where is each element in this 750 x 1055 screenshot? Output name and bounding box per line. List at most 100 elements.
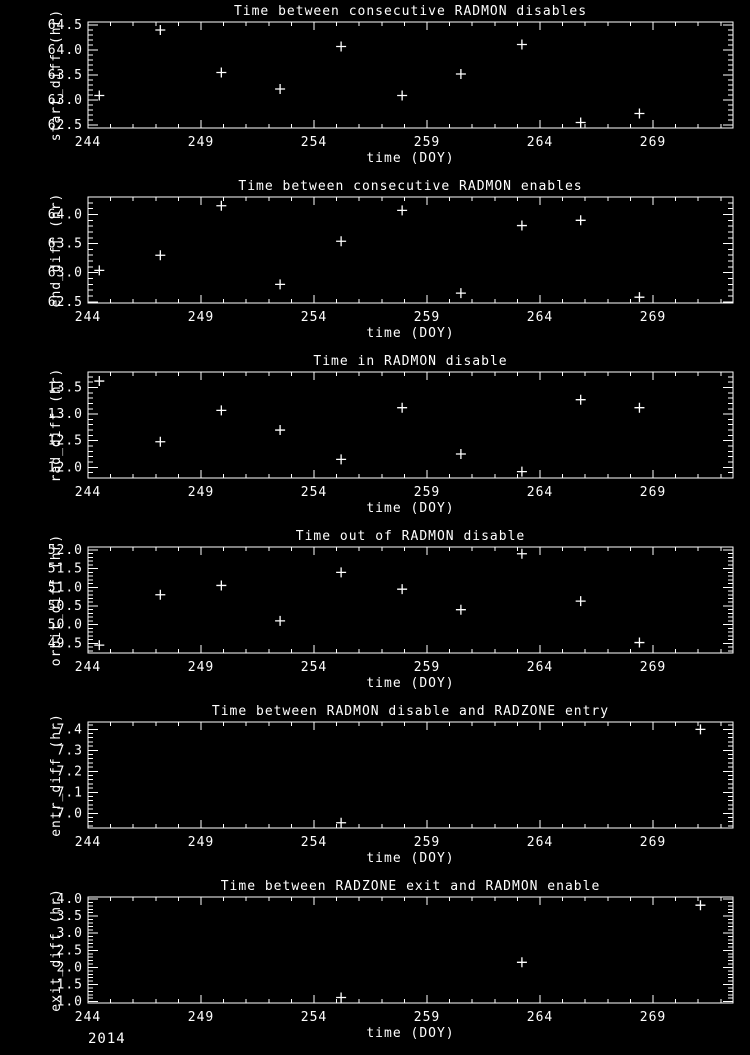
x-axis-label: time (DOY): [366, 1026, 454, 1041]
data-point-marker: [155, 250, 166, 261]
x-ticks: [87, 197, 722, 303]
x-tick-label: 264: [527, 485, 553, 500]
data-point-marker: [155, 25, 166, 35]
data-point-marker: [575, 215, 586, 226]
x-tick-label: 249: [188, 310, 214, 325]
data-point-marker: [94, 265, 105, 276]
data-point-marker: [397, 205, 408, 216]
y-ticks: [88, 724, 733, 827]
data-point-marker: [516, 39, 527, 50]
data-point-marker: [455, 288, 466, 299]
y-tick-label: 7.3: [57, 743, 83, 758]
data-point-marker: [516, 466, 527, 477]
y-tick-label: 63.0: [48, 266, 83, 281]
data-points: [94, 25, 645, 128]
y-tick-label: 64.0: [48, 43, 83, 58]
data-point-marker: [455, 449, 466, 460]
year-label: 2014: [88, 1031, 126, 1047]
panel-2: 244 249 254 259 264 269 62.5 63.0 63.5 64.0 Time b…: [48, 179, 734, 341]
y-axis-label: entr_diff (hr): [49, 713, 64, 837]
plot-frame: [87, 196, 734, 304]
panel-6: 244 249 254 259 264 269 1.0 1.5 2.0 2.5 3.0 3.5 4.0 T…: [49, 879, 734, 1041]
x-axis-label: time (DOY): [366, 851, 454, 866]
y-tick-label: 49.5: [48, 636, 83, 651]
data-point-marker: [516, 957, 527, 968]
x-ticks: [87, 547, 722, 653]
x-axis-label: time (DOY): [366, 676, 454, 691]
y-tick-label: 2.5: [57, 943, 83, 958]
data-points: [336, 900, 706, 1003]
data-point-marker: [397, 90, 408, 101]
x-tick-label: 244: [75, 1010, 101, 1025]
x-tick-label: 269: [640, 660, 666, 675]
data-points: [94, 200, 645, 303]
y-axis-label: start_diff (hr): [49, 9, 64, 141]
data-point-marker: [336, 41, 347, 52]
x-tick-label: 269: [640, 1010, 666, 1025]
x-tick-label: 259: [414, 1010, 440, 1025]
y-tick-label: 7.2: [57, 764, 83, 779]
data-point-marker: [216, 580, 227, 591]
plot-title: Time in RADMON disable: [313, 354, 507, 369]
plot-title: Time between RADMON disable and RADZONE …: [212, 704, 609, 719]
data-points: [336, 724, 706, 828]
data-point-marker: [336, 236, 347, 247]
x-tick-label: 254: [301, 485, 327, 500]
data-points: [94, 376, 645, 477]
data-point-marker: [336, 567, 347, 578]
data-point-marker: [216, 200, 227, 211]
y-ticks: [88, 549, 733, 652]
y-tick-label: 64.0: [48, 207, 83, 222]
data-point-marker: [155, 589, 166, 600]
data-point-marker: [216, 405, 227, 416]
data-point-marker: [634, 108, 645, 119]
x-ticks: [87, 722, 722, 828]
x-tick-label: 264: [527, 135, 553, 150]
x-tick-label: 269: [640, 310, 666, 325]
data-points: [94, 548, 645, 651]
y-tick-label: 64.5: [48, 18, 83, 33]
x-tick-label: 259: [414, 660, 440, 675]
data-point-marker: [575, 596, 586, 607]
plot-title: Time between consecutive RADMON enables: [238, 179, 582, 194]
y-tick-label: 12.5: [48, 434, 83, 449]
data-point-marker: [695, 900, 706, 911]
x-tick-label: 259: [414, 485, 440, 500]
y-ticks: [88, 376, 733, 479]
x-tick-label: 264: [527, 835, 553, 850]
plot-frame: [87, 21, 734, 129]
y-axis-label: exit_diff (hr): [49, 888, 64, 1012]
data-point-marker: [275, 615, 286, 626]
data-point-marker: [155, 436, 166, 447]
y-axis-label: orbit_diff (hr): [49, 534, 64, 666]
y-tick-label: 1.5: [57, 978, 83, 993]
data-point-marker: [575, 394, 586, 405]
data-point-marker: [575, 117, 586, 128]
x-tick-label: 264: [527, 1010, 553, 1025]
x-tick-label: 244: [75, 135, 101, 150]
y-tick-label: 7.4: [57, 722, 83, 737]
plot-frame: [87, 371, 734, 479]
y-tick-label: 63.5: [48, 237, 83, 252]
panel-1: 244 249 254 259 264 269 62.5 63.0 63.5 64.0 64.5 Ti…: [48, 4, 734, 166]
x-axis-label: time (DOY): [366, 151, 454, 166]
x-tick-label: 254: [301, 835, 327, 850]
plot-title: Time between RADZONE exit and RADMON ena…: [221, 879, 601, 894]
y-tick-label: 3.5: [57, 909, 83, 924]
plot-title: Time out of RADMON disable: [296, 529, 526, 544]
y-tick-label: 62.5: [48, 295, 83, 310]
data-point-marker: [634, 292, 645, 303]
data-point-marker: [634, 637, 645, 648]
x-tick-label: 254: [301, 1010, 327, 1025]
x-tick-label: 244: [75, 310, 101, 325]
y-tick-label: 62.5: [48, 118, 83, 133]
y-tick-label: 2.0: [57, 960, 83, 975]
x-tick-label: 249: [188, 135, 214, 150]
x-tick-label: 264: [527, 660, 553, 675]
panel-4: 244 249 254 259 264 269 49.5 50.0 50.5 51.0 51.5 52…: [48, 529, 734, 691]
data-point-marker: [275, 84, 286, 94]
x-tick-label: 269: [640, 835, 666, 850]
x-tick-label: 244: [75, 485, 101, 500]
